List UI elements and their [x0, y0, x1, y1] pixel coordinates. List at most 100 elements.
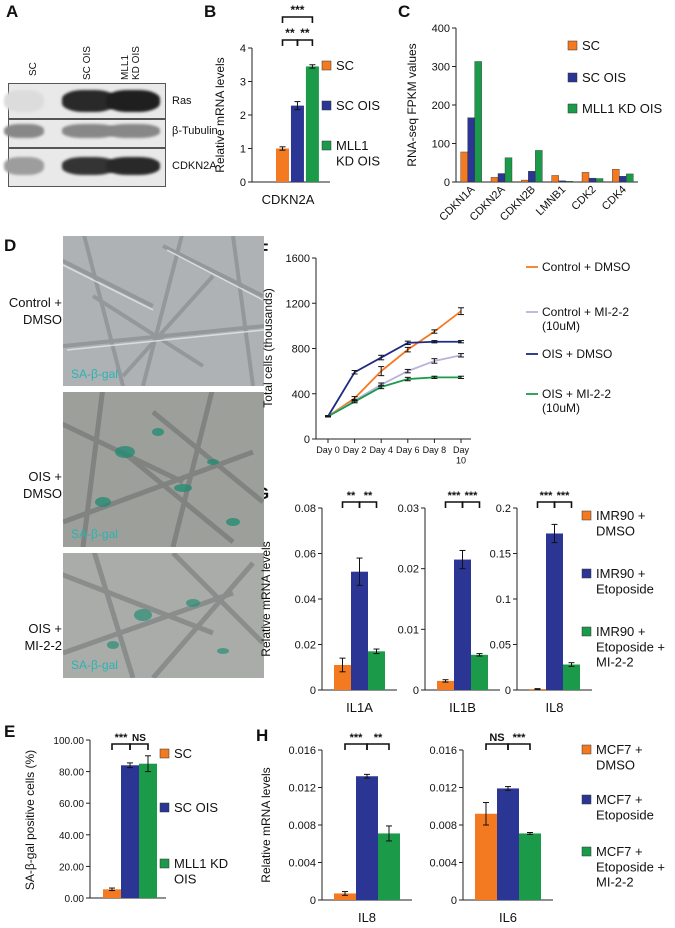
- panel-f-line-3: [327, 376, 461, 418]
- panel-h-legend-1-label: MCF7 + Etoposide: [596, 792, 654, 822]
- panel-h-sub-0-sig-0-bracket: [344, 743, 368, 750]
- micrograph-ois-mi22: SA-β-gal: [63, 553, 264, 678]
- panel-h-sub-1-bar-0: [475, 813, 497, 900]
- panel-g-sub-0-bar-1: [351, 571, 368, 690]
- blot-band: [62, 124, 116, 138]
- panel-h-sub-1-y-tick-label: 0.004: [429, 858, 457, 870]
- panel-h-sub-0-y-tick-label: 0.016: [288, 745, 316, 757]
- panel-f-x-tick-label-0: Day 0: [316, 445, 340, 455]
- panel-g-ylabel: Relative mRNA levels: [259, 541, 273, 656]
- panel-g-sub-1-y-tick-label: 0.01: [398, 624, 419, 636]
- micrograph-ois-mi22-image: SA-β-gal: [63, 553, 264, 678]
- panel-f-legend-1: Control + MI-2-2 (10uM): [542, 305, 629, 333]
- panel-h-sub-1-y-tick-label: 0.008: [429, 820, 457, 832]
- panel-b-bar-0: [276, 148, 289, 182]
- panel-f-line-1: [327, 354, 462, 418]
- panel-g-sub-0-sig-0-label: **: [347, 490, 356, 502]
- blot-label-tubulin: β-Tubulin: [172, 125, 218, 137]
- panel-g-sub-2-y-tick-label: 0: [505, 685, 511, 697]
- panel-g-legend-2-label-line: Etoposide +: [596, 639, 665, 654]
- panel-b-bar-1: [290, 105, 304, 182]
- panel-b-ylabel: Relative mRNA levels: [213, 57, 227, 172]
- panel-h-sub-1-sig-1-bracket: [507, 743, 531, 750]
- panel-c-bar-0-0: [460, 151, 468, 183]
- panel-g-sub-0-y-tick-label: 0.04: [295, 594, 316, 606]
- panel-c-bar-3-2: [565, 181, 573, 183]
- panel-g-sub-0-category: IL1A: [346, 700, 373, 715]
- panel-h-legend-1-label-line: Etoposide: [596, 807, 654, 822]
- panel-f-y-tick-label: 400: [292, 389, 310, 401]
- panel-g-sub-0-y-tick-label: 0.06: [295, 549, 316, 561]
- panel-e-legend-0-swatch: [159, 748, 170, 759]
- panel-b-legend-2-label-line: KD OIS: [336, 153, 380, 168]
- panel-h-sub-0-sig-1-bracket: [366, 743, 390, 750]
- panel-e-legend-2-label-line: MLL1 KD: [174, 856, 228, 871]
- panel-h-legend-0-label-line: DMSO: [596, 757, 635, 772]
- panel-g-sub-2-category: IL8: [545, 700, 563, 715]
- micrograph-ois-dmso: SA-β-gal: [63, 392, 264, 547]
- panel-f-x-tick-label-3: Day 6: [396, 445, 420, 455]
- panel-g-sub-0-sig-1-bracket: [358, 501, 378, 508]
- panel-f-x-tick-label-5: Day 10: [453, 445, 470, 466]
- panel-h-sub-1-y-tick-label: 0.016: [429, 745, 457, 757]
- panel-b-y-tick-label: 1: [240, 144, 246, 156]
- panel-a-letter: A: [6, 2, 19, 21]
- panel-c-bar-1-2: [504, 157, 513, 183]
- panel-b-y-tick-label: 2: [240, 110, 246, 122]
- panel-b-sig-0-bracket: [281, 39, 299, 46]
- panel-h-sub-0-y-tick-label: 0.004: [288, 858, 316, 870]
- panel-f-x-tick-label-5-line: 10: [456, 456, 466, 466]
- panel-b-legend-1-swatch: [321, 100, 332, 111]
- panel-f-legend-3-line: (10uM): [542, 401, 580, 415]
- panel-g-sub-2-sig-0-label: ***: [540, 490, 554, 502]
- panel-e-y-tick-label: 100.00: [53, 736, 84, 747]
- panel-f-y-tick-label: 1200: [286, 298, 310, 310]
- panel-b-y-tick-label: 3: [240, 77, 246, 89]
- panel-h-sub-1-sig-0-bracket: [485, 743, 509, 750]
- panel-c-category-3: LMNB1: [534, 184, 568, 218]
- panel-c-legend-0-swatch: [567, 40, 578, 51]
- panel-h-sub-1-category: IL6: [499, 910, 517, 925]
- panel-g-sub-1-bar-2: [471, 654, 488, 690]
- panel-c-y-tick-label: 100: [432, 139, 450, 151]
- panel-b-sig-2-bracket: [281, 16, 314, 23]
- panel-h-sub-0-bar-1: [356, 776, 378, 900]
- panel-g-legend-0-label-line: IMR90 +: [596, 508, 646, 523]
- micrograph-control-dmso-image: SA-β-gal: [63, 236, 264, 386]
- panel-g-sub-1-y-tick-label: 0: [413, 685, 419, 697]
- panel-e-legend-1-label: SC OIS: [174, 800, 218, 815]
- panel-h-legend-0-label-line: MCF7 +: [596, 742, 643, 757]
- panel-c-legend-1-swatch: [567, 72, 578, 83]
- blot-label-cdkn2a: CDKN2A: [172, 160, 217, 172]
- panel-e-ylabel: SA-β-gal positive cells (%): [23, 750, 37, 890]
- panel-g-sub-2-y-tick-label: 0.15: [490, 549, 511, 561]
- panel-g-sub-2-y-tick-label: 0.2: [496, 503, 511, 515]
- panel-c-legend-2-swatch: [567, 103, 578, 114]
- panel-c-bar-0-2: [474, 61, 482, 183]
- panel-c-bar-1-0: [490, 177, 499, 183]
- panel-c-letter: C: [398, 2, 411, 21]
- panel-e-sig-1-label: NS: [132, 733, 146, 744]
- blot-band: [4, 124, 44, 138]
- lane-label-sc-ois: SC OIS: [82, 46, 93, 80]
- panel-h-sub-0-y-tick-label: 0.008: [288, 820, 316, 832]
- panel-g-sub-1-bar-0: [437, 680, 454, 690]
- panel-h-sub-1-bar-2: [519, 833, 541, 900]
- panel-c-y-tick-label: 400: [432, 23, 450, 35]
- blot-band: [4, 157, 44, 175]
- panel-b-legend-1-label: SC OIS: [336, 98, 380, 113]
- panel-g-legend-2-label: IMR90 + Etoposide + MI-2-2: [596, 624, 665, 670]
- panel-f-line-2: [327, 340, 461, 417]
- panel-c-bar-5-2: [626, 173, 634, 183]
- panel-c-legend-1-label: SC OIS: [582, 70, 626, 85]
- panel-c-bar-4-2: [595, 178, 604, 183]
- panel-f-legend-2: OIS + DMSO: [542, 347, 612, 361]
- panel-h-legend-0-swatch: [581, 744, 592, 755]
- panel-c-category-4: CDK2: [569, 184, 598, 213]
- panel-b-legend-0-swatch: [321, 60, 332, 71]
- panel-e-y-tick-label: 20.00: [59, 862, 84, 873]
- stain-label-2: SA-β-gal: [71, 527, 118, 541]
- panel-g-legend-2-label-line: MI-2-2: [596, 655, 634, 670]
- panel-h-sub-0-y-tick-label: 0.012: [288, 783, 316, 795]
